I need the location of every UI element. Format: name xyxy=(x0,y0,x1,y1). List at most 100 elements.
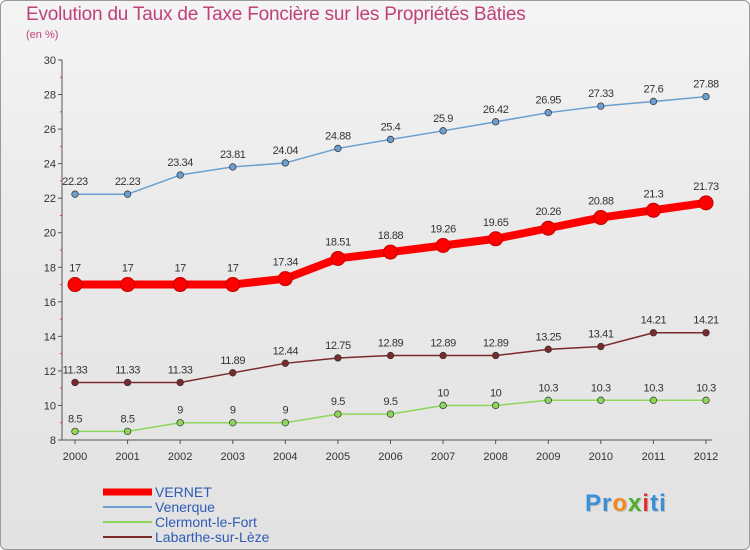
logo-letter: i xyxy=(642,490,651,517)
data-label: 14.21 xyxy=(641,315,667,327)
data-label: 13.25 xyxy=(535,331,561,343)
data-point xyxy=(123,378,132,387)
data-label: 10.3 xyxy=(644,382,664,394)
data-label: 12.75 xyxy=(325,340,351,352)
x-tick-label: 2012 xyxy=(694,451,718,463)
data-point xyxy=(281,359,289,367)
x-tick-label: 2007 xyxy=(431,451,455,463)
data-point xyxy=(120,277,136,293)
data-point xyxy=(439,401,447,410)
data-label: 26.95 xyxy=(535,95,561,107)
chart-title: Evolution du Taux de Taxe Foncière sur l… xyxy=(26,4,526,25)
data-point xyxy=(435,238,451,254)
data-label: 10 xyxy=(437,387,449,399)
data-point xyxy=(383,244,398,260)
y-tick-label: 18 xyxy=(44,262,56,274)
data-label: 22.23 xyxy=(62,176,88,188)
series-line-1 xyxy=(75,95,707,195)
x-tick-label: 2002 xyxy=(168,451,192,463)
y-tick-label: 8 xyxy=(50,435,56,447)
data-label: 18.51 xyxy=(325,236,351,248)
logo-letter: P xyxy=(585,490,603,517)
x-tick-label: 2003 xyxy=(221,451,245,463)
data-label: 12.89 xyxy=(378,338,404,350)
data-label: 12.89 xyxy=(483,338,509,350)
data-label: 27.6 xyxy=(644,83,664,95)
data-label: 19.26 xyxy=(430,224,456,236)
data-label: 23.34 xyxy=(167,157,193,169)
data-point xyxy=(277,271,293,287)
data-label: 19.65 xyxy=(483,217,509,229)
data-point xyxy=(330,250,346,266)
data-point xyxy=(544,396,552,404)
data-point xyxy=(649,97,658,106)
data-label: 9 xyxy=(282,405,288,417)
data-label: 9.5 xyxy=(383,396,397,408)
data-label: 17 xyxy=(227,263,239,275)
data-point xyxy=(698,195,714,211)
data-label: 24.04 xyxy=(273,145,299,157)
data-point xyxy=(123,190,132,198)
data-label: 9.5 xyxy=(331,396,345,408)
data-label: 11.89 xyxy=(220,355,245,367)
y-tick-label: 10 xyxy=(44,400,56,412)
x-tick-label: 2001 xyxy=(115,451,139,463)
data-point xyxy=(229,369,237,377)
logo-letter: o xyxy=(612,490,629,517)
data-label: 14.21 xyxy=(693,315,719,327)
y-tick-label: 14 xyxy=(44,331,56,343)
data-point xyxy=(176,171,184,179)
legend-label: Labarthe-sur-Lèze xyxy=(155,529,270,545)
data-label: 27.33 xyxy=(588,88,614,100)
data-point xyxy=(123,427,132,436)
data-label: 10.3 xyxy=(538,382,558,394)
legend-label: Venerque xyxy=(155,499,215,515)
data-point xyxy=(540,220,556,236)
data-label: 10 xyxy=(490,387,502,399)
y-tick-label: 28 xyxy=(44,90,56,102)
data-point xyxy=(281,159,289,167)
data-point xyxy=(492,401,500,410)
data-label: 8.5 xyxy=(68,413,82,425)
x-tick-label: 2006 xyxy=(378,451,402,463)
x-tick-label: 2004 xyxy=(273,451,297,463)
data-point xyxy=(281,419,289,427)
data-label: 23.81 xyxy=(220,149,246,161)
data-point xyxy=(71,378,79,387)
data-label: 17.34 xyxy=(273,257,299,269)
y-tick-label: 24 xyxy=(44,159,56,171)
proxiti-logo: Proxiti xyxy=(585,490,667,518)
data-label: 25.9 xyxy=(433,113,453,125)
y-tick-label: 16 xyxy=(44,297,56,309)
x-tick-label: 2010 xyxy=(589,451,613,463)
data-label: 12.44 xyxy=(273,345,299,357)
data-point xyxy=(67,277,83,293)
data-label: 21.3 xyxy=(644,188,664,200)
data-point xyxy=(439,127,447,135)
x-tick-label: 2011 xyxy=(642,451,666,463)
unit-label: (en %) xyxy=(26,29,59,41)
data-point xyxy=(702,396,710,404)
data-label: 18.88 xyxy=(378,230,404,242)
data-point xyxy=(597,342,605,351)
data-point xyxy=(597,102,605,110)
x-tick-label: 2000 xyxy=(63,451,87,463)
logo-letter: t xyxy=(650,490,660,517)
x-tick-label: 2008 xyxy=(483,451,507,463)
data-label: 11.33 xyxy=(63,364,88,376)
data-label: 25.4 xyxy=(381,121,401,133)
logo-letter: x xyxy=(628,490,643,517)
series-line-0 xyxy=(75,198,707,289)
data-point xyxy=(702,329,710,337)
data-point xyxy=(492,118,500,126)
data-point xyxy=(645,202,661,218)
data-point xyxy=(225,277,241,293)
data-point xyxy=(492,351,500,360)
data-point xyxy=(488,231,504,247)
data-point xyxy=(702,92,710,101)
data-label: 27.88 xyxy=(693,79,719,91)
data-label: 10.3 xyxy=(696,382,716,394)
data-point xyxy=(176,378,184,387)
data-label: 10.3 xyxy=(591,382,611,394)
